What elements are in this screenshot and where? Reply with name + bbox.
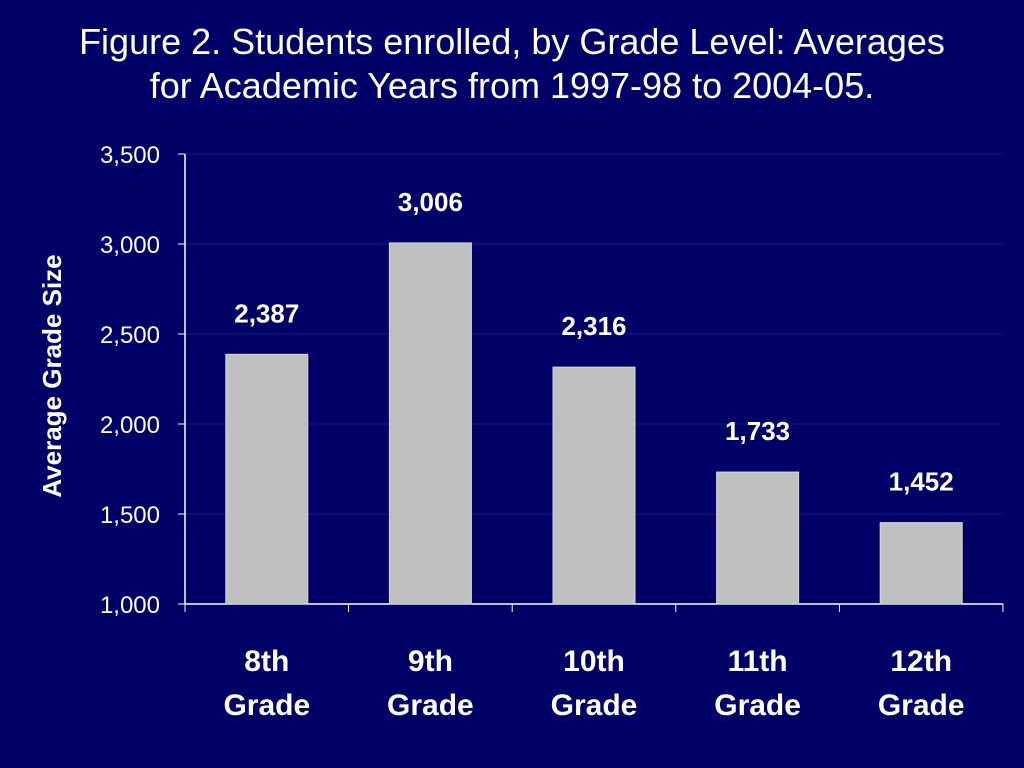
y-tick-label: 2,500 bbox=[100, 322, 160, 349]
chart-title-line-1: Figure 2. Students enrolled, by Grade Le… bbox=[79, 21, 945, 62]
x-tick-label: 8th bbox=[244, 645, 289, 678]
y-tick-label: 1,500 bbox=[100, 502, 160, 529]
data-label: 1,452 bbox=[889, 467, 954, 497]
x-tick-label: 12th bbox=[890, 645, 952, 678]
data-label: 2,387 bbox=[234, 298, 299, 328]
chart-title-line-2: for Academic Years from 1997-98 to 2004-… bbox=[149, 65, 875, 106]
x-tick-label: Grade bbox=[551, 689, 638, 722]
x-tick-label: Grade bbox=[387, 689, 474, 722]
bar bbox=[225, 353, 309, 605]
x-tick-label: 9th bbox=[408, 645, 453, 678]
x-tick-label: 10th bbox=[563, 645, 625, 678]
bars bbox=[225, 242, 963, 605]
x-tick-label: Grade bbox=[714, 689, 801, 722]
bar bbox=[552, 366, 636, 605]
y-tick-label: 1,000 bbox=[100, 592, 160, 619]
y-tick-label: 3,000 bbox=[100, 232, 160, 259]
bar bbox=[388, 242, 472, 605]
bar bbox=[879, 522, 963, 605]
chart-title: Figure 2. Students enrolled, by Grade Le… bbox=[0, 20, 1024, 108]
data-label: 1,733 bbox=[725, 416, 790, 446]
x-tick-label: Grade bbox=[223, 689, 310, 722]
labels: 1,000 1,500 2,000 2,500 3,000 3,500 2,387 8th Gr… bbox=[100, 142, 965, 722]
data-label: 2,316 bbox=[561, 311, 626, 341]
x-tick-label: Grade bbox=[878, 689, 965, 722]
data-label: 3,006 bbox=[398, 187, 463, 217]
y-tick-label: 2,000 bbox=[100, 412, 160, 439]
x-tick-label: 11th bbox=[728, 645, 788, 678]
y-axis-label: Average Grade Size bbox=[37, 254, 67, 497]
bar bbox=[716, 471, 800, 605]
y-tick-label: 3,500 bbox=[100, 142, 160, 169]
